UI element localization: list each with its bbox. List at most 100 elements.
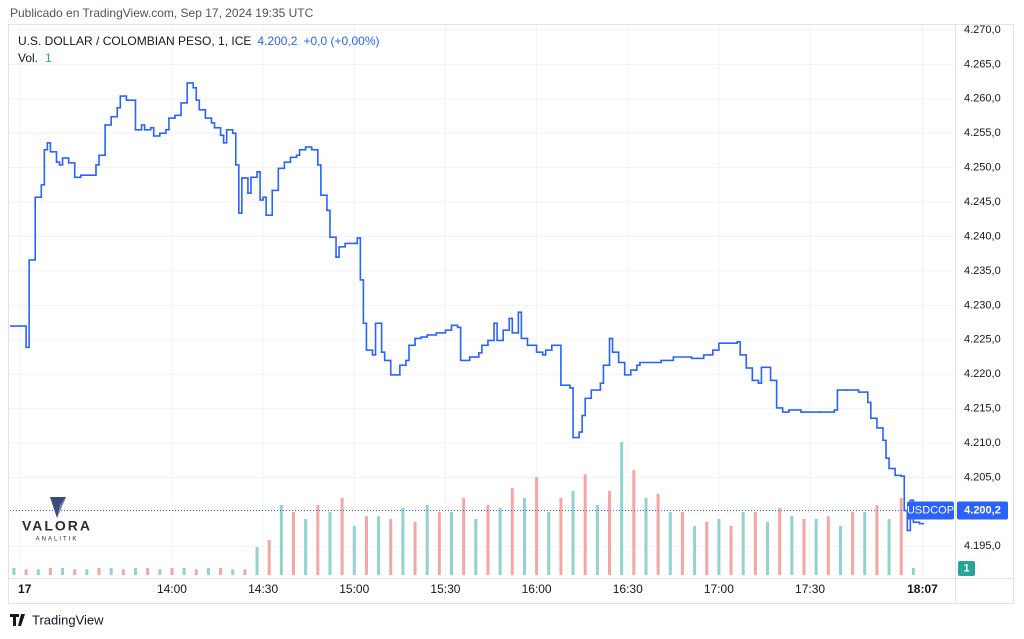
volume-bar [340, 498, 344, 575]
volume-bar [668, 512, 672, 575]
volume-bar [158, 569, 162, 575]
volume-box-label: 1 [963, 562, 969, 574]
volume-bar [36, 569, 40, 575]
volume-bar [656, 493, 660, 575]
volume-bar [510, 488, 514, 575]
volume-bar [522, 498, 526, 575]
price-box [957, 501, 1008, 520]
x-tick-label: 17:00 [704, 582, 734, 596]
y-tick-label: 4.240,0 [964, 230, 1001, 242]
volume-bar [838, 526, 842, 575]
volume-bar [595, 505, 599, 575]
volume-bar [316, 505, 320, 575]
x-tick-label: 17:30 [795, 582, 825, 596]
volume-bar [255, 547, 259, 575]
volume-bar [887, 519, 891, 575]
y-tick-label: 4.225,0 [964, 334, 1001, 346]
volume-bar [401, 507, 405, 575]
y-tick-label: 4.250,0 [964, 162, 1001, 174]
volume-bar [292, 512, 295, 575]
y-tick-label: 4.215,0 [964, 403, 1001, 415]
volume-bar [717, 519, 721, 575]
volume-bar [705, 521, 709, 575]
logo-icon [57, 497, 66, 518]
y-tick-label: 4.235,0 [964, 265, 1001, 277]
volume-bar [231, 569, 235, 575]
volume-bar [73, 569, 77, 575]
tv-icon [10, 614, 25, 626]
volume-bar [778, 507, 782, 575]
volume-bar [48, 568, 52, 575]
volume-bar [364, 516, 368, 575]
volume-bar [559, 498, 563, 575]
volume-bar [304, 519, 308, 575]
volume-bar [693, 526, 697, 575]
x-tick-label: 18:07 [907, 582, 938, 596]
volume-bar [474, 519, 478, 575]
last-value: 4.200,2 [257, 34, 297, 48]
volume-bar [182, 568, 186, 575]
volume-bar [194, 569, 198, 575]
price-line [10, 82, 925, 532]
x-tick-label: 15:00 [339, 582, 369, 596]
y-tick-label: 4.230,0 [964, 299, 1001, 311]
volume-bar [753, 512, 757, 575]
volume-bar [450, 512, 454, 575]
volume-bar [498, 507, 502, 575]
volume-bar [766, 521, 770, 575]
volume-bar [632, 470, 636, 575]
volume-bar [680, 512, 684, 575]
volume-bar [219, 568, 223, 575]
volume-bar [413, 521, 417, 575]
volume-bar [863, 512, 867, 575]
volume-bar [243, 569, 247, 575]
volume-bar [437, 512, 441, 575]
volume-bar [170, 568, 174, 575]
volume [12, 442, 915, 575]
volume-bar [352, 526, 356, 575]
volume-bar [802, 519, 806, 575]
volume-bar [109, 568, 113, 575]
volume-title: Vol. [18, 51, 38, 65]
volume-bar [146, 568, 150, 575]
volume-bar [425, 505, 429, 575]
volume-bar [851, 512, 855, 575]
x-tick-label: 17 [18, 582, 32, 596]
x-tick-label: 15:30 [430, 582, 460, 596]
volume-bar [583, 474, 587, 575]
y-tick-label: 4.210,0 [964, 437, 1001, 449]
volume-bar [462, 498, 466, 575]
y-tick-label: 4.260,0 [964, 93, 1001, 105]
logo: VALORA ANALITIK [22, 497, 92, 543]
header: Publicado en TradingView.com, Sep 17, 20… [10, 6, 314, 20]
volume-bar [729, 526, 733, 575]
volume-bar [826, 516, 830, 575]
logo-icon [50, 497, 66, 518]
chart-title: U.S. DOLLAR / COLOMBIAN PESO, 1, ICE [18, 34, 251, 48]
volume-bar [571, 491, 575, 575]
volume-bar [389, 519, 393, 575]
volume-bar [620, 442, 624, 575]
volume-last: 1 [45, 51, 52, 65]
symbol-label: USDCOP [907, 504, 954, 516]
y-tick-label: 4.195,0 [964, 540, 1001, 552]
volume-bar [790, 516, 794, 575]
x-tick-label: 14:00 [157, 582, 187, 596]
frame [8, 24, 1014, 604]
grid [9, 25, 955, 578]
x-tick-label: 16:00 [522, 582, 552, 596]
volume-bar [377, 516, 381, 575]
y-tick-label: 4.220,0 [964, 368, 1001, 380]
volume-bar [85, 569, 89, 575]
volume-bar [61, 568, 65, 575]
logo-name: VALORA [22, 518, 92, 534]
volume-bar [12, 568, 16, 575]
volume-bar [875, 505, 879, 575]
footer: TradingView [32, 612, 104, 627]
volume-bar [741, 512, 745, 575]
volume-bar [121, 569, 125, 575]
volume-bar [24, 569, 28, 575]
change: +0,0 (+0,00%) [303, 34, 379, 48]
symbol-box [907, 501, 954, 520]
x-tick-label: 14:30 [248, 582, 278, 596]
